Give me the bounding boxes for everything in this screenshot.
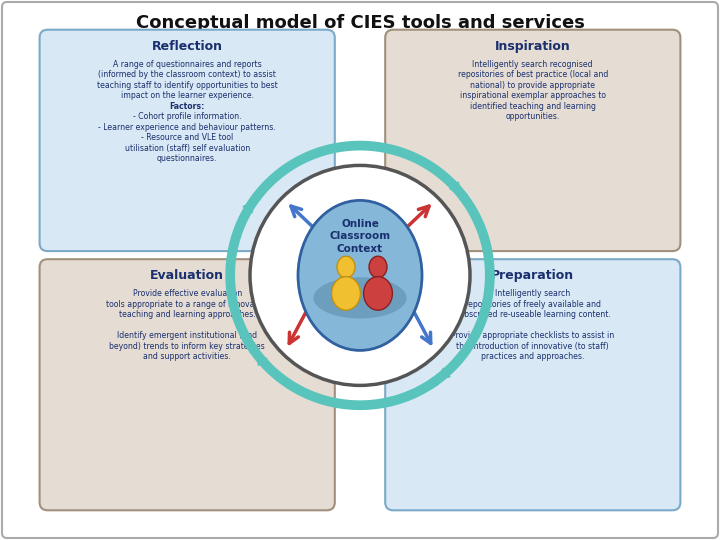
Text: opportunities.: opportunities. — [505, 112, 560, 121]
FancyBboxPatch shape — [385, 259, 680, 510]
Text: Factors:: Factors: — [170, 102, 204, 111]
Ellipse shape — [250, 165, 470, 386]
Text: Provide appropriate checklists to assist in: Provide appropriate checklists to assist… — [451, 331, 614, 340]
Text: (informed by the classroom context) to assist: (informed by the classroom context) to a… — [98, 70, 276, 79]
Text: and support activities.: and support activities. — [143, 352, 231, 361]
FancyBboxPatch shape — [40, 259, 335, 510]
Text: - Learner experience and behaviour patterns.: - Learner experience and behaviour patte… — [98, 123, 276, 132]
Ellipse shape — [337, 256, 355, 278]
Text: utilisation (staff) self evaluation: utilisation (staff) self evaluation — [125, 144, 250, 153]
Text: teaching staff to identify opportunities to best: teaching staff to identify opportunities… — [96, 80, 278, 90]
Ellipse shape — [313, 277, 407, 319]
Text: Reflection: Reflection — [152, 40, 222, 53]
Text: identified teaching and learning: identified teaching and learning — [470, 102, 596, 111]
Text: impact on the learner experience.: impact on the learner experience. — [121, 91, 253, 100]
Text: Online
Classroom
Context: Online Classroom Context — [330, 219, 390, 254]
Text: Intelligently search: Intelligently search — [495, 289, 570, 298]
Text: Preparation: Preparation — [491, 269, 575, 282]
Text: Evaluation: Evaluation — [150, 269, 224, 282]
Text: repositories of best practice (local and: repositories of best practice (local and — [458, 70, 608, 79]
Text: Inspiration: Inspiration — [495, 40, 571, 53]
Ellipse shape — [369, 256, 387, 278]
Text: repositories of freely available and: repositories of freely available and — [465, 300, 600, 309]
Text: - Cohort profile information.: - Cohort profile information. — [133, 112, 241, 121]
Ellipse shape — [332, 276, 361, 310]
Text: the introduction of innovative (to staff): the introduction of innovative (to staff… — [456, 342, 609, 350]
Text: teaching and learning approaches.: teaching and learning approaches. — [119, 310, 256, 319]
Ellipse shape — [298, 200, 422, 350]
Text: practices and approaches.: practices and approaches. — [481, 352, 585, 361]
FancyBboxPatch shape — [385, 30, 680, 251]
Text: - Resource and VLE tool: - Resource and VLE tool — [141, 133, 233, 142]
Text: Provide effective evaluation: Provide effective evaluation — [132, 289, 242, 298]
Text: Conceptual model of CIES tools and services: Conceptual model of CIES tools and servi… — [135, 14, 585, 31]
Text: A range of questionnaires and reports: A range of questionnaires and reports — [113, 60, 261, 69]
Text: questionnaires.: questionnaires. — [157, 154, 217, 163]
Text: beyond) trends to inform key strategies: beyond) trends to inform key strategies — [109, 342, 265, 350]
Text: tools appropriate to a range of innovative: tools appropriate to a range of innovati… — [106, 300, 269, 309]
Ellipse shape — [364, 276, 392, 310]
Text: Identify emergent institutional (and: Identify emergent institutional (and — [117, 331, 257, 340]
Text: inspirational exemplar approaches to: inspirational exemplar approaches to — [460, 91, 606, 100]
FancyBboxPatch shape — [40, 30, 335, 251]
Text: Intelligently search recognised: Intelligently search recognised — [472, 60, 593, 69]
Text: national) to provide appropriate: national) to provide appropriate — [470, 80, 595, 90]
Text: subscribed re-useable learning content.: subscribed re-useable learning content. — [455, 310, 611, 319]
